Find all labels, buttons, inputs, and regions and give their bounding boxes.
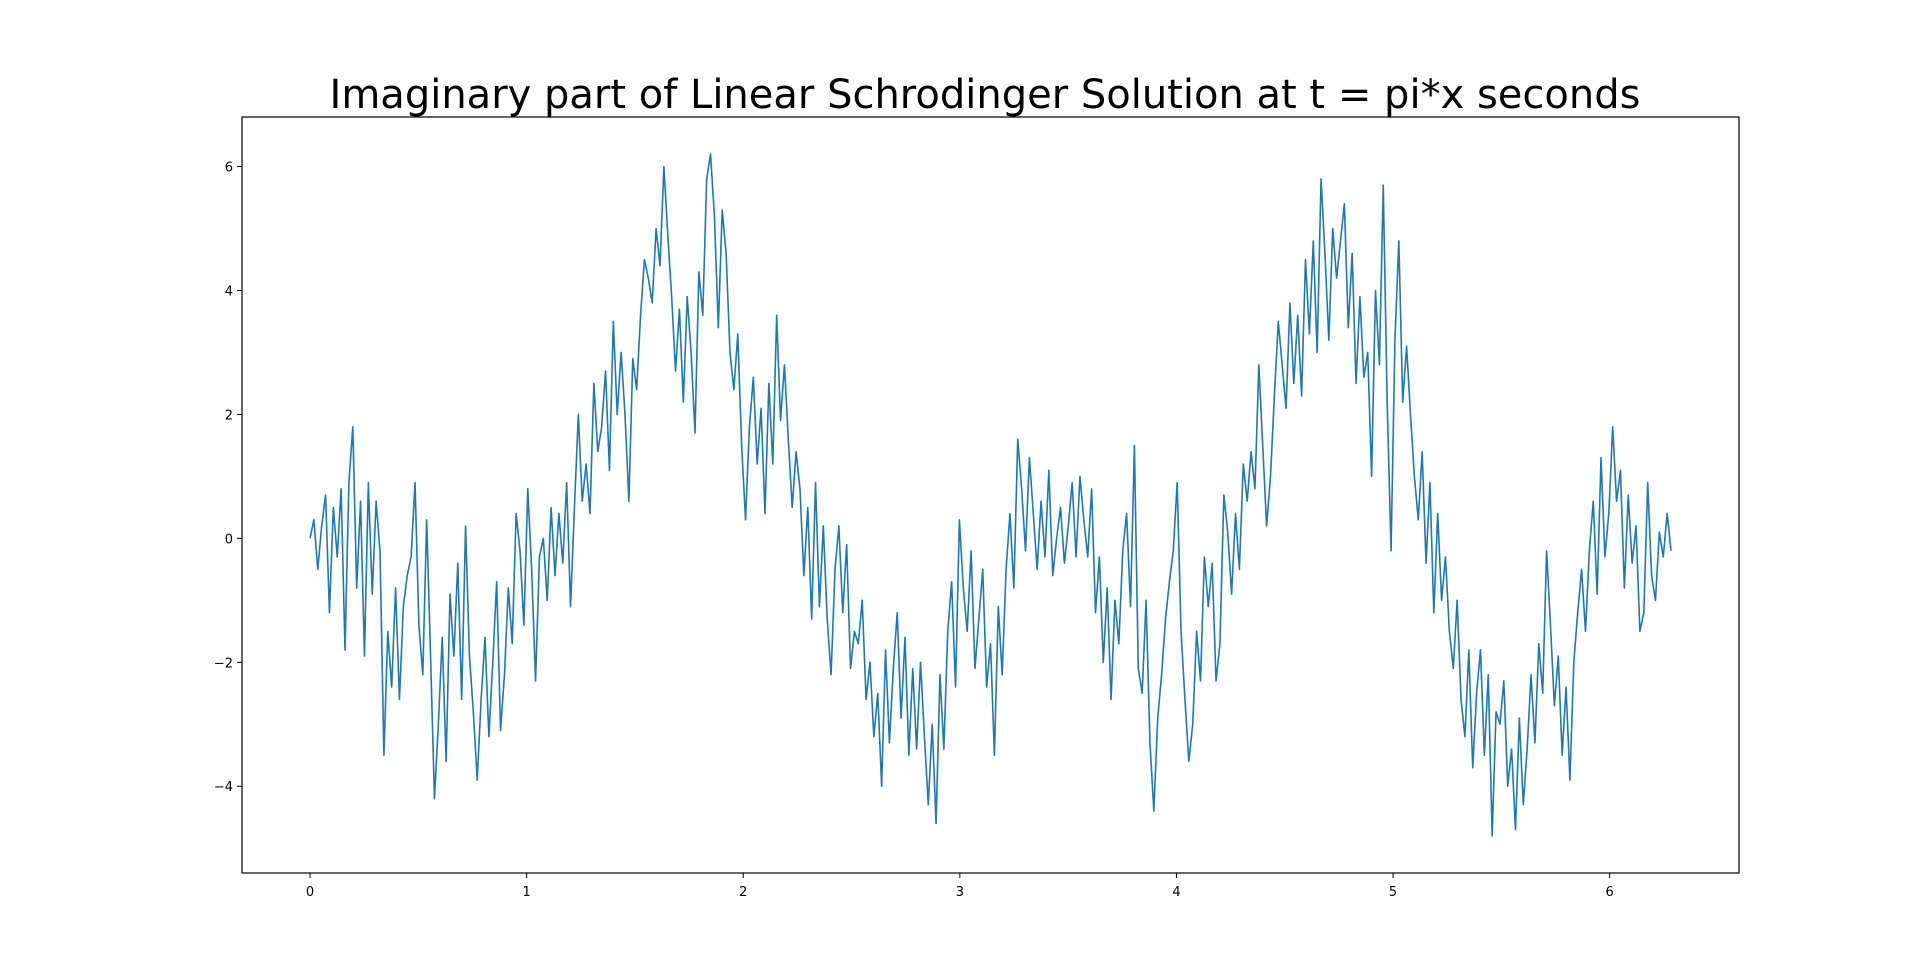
x-tick-label: 4: [1172, 885, 1180, 900]
x-tick-label: 5: [1389, 885, 1397, 900]
x-tick-label: 3: [956, 885, 964, 900]
y-tick-label: 0: [225, 532, 233, 547]
chart-title: Imaginary part of Linear Schrodinger Sol…: [330, 72, 1641, 118]
x-tick-label: 0: [306, 885, 314, 900]
y-tick-label: −2: [214, 656, 233, 671]
plot-area: [309, 153, 1672, 837]
y-axis: −4 −2 0 2 4 6: [214, 161, 242, 795]
series-line: [309, 153, 1672, 837]
x-tick-label: 6: [1606, 885, 1614, 900]
x-axis: 0 1 2 3 4 5 6: [306, 873, 1614, 900]
y-tick-label: 4: [225, 285, 233, 300]
y-tick-label: −4: [214, 780, 233, 795]
axes-frame: [241, 116, 1740, 874]
y-tick-label: 6: [225, 161, 233, 176]
y-tick-label: 2: [225, 408, 233, 423]
x-tick-label: 1: [522, 885, 530, 900]
x-tick-label: 2: [739, 885, 747, 900]
